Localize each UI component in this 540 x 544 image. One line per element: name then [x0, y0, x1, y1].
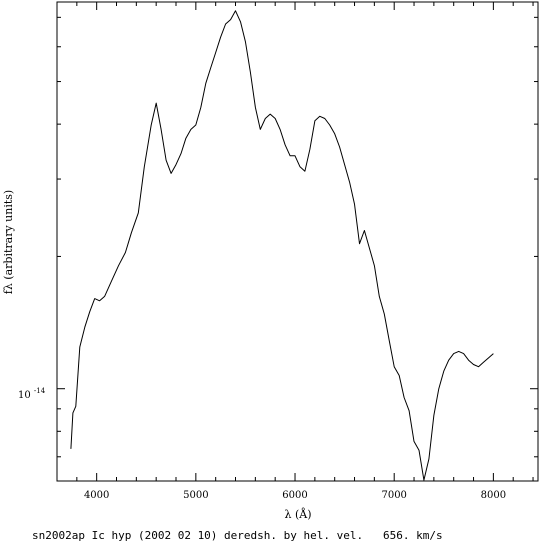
- y-tick-label: 10 -14: [18, 387, 46, 401]
- y-tick-exponent: -14: [34, 387, 46, 395]
- chart-caption: sn2002ap Ic hyp (2002 02 10) deredsh. by…: [32, 529, 443, 542]
- spectrum-series-line: [70, 10, 494, 481]
- y-axis-ticks: [57, 16, 538, 458]
- y-axis-label: fλ (arbitrary units): [2, 190, 15, 294]
- x-tick-label: 5000: [183, 490, 208, 501]
- y-tick-base: 10: [18, 390, 31, 401]
- x-tick-label: 7000: [381, 490, 406, 501]
- x-axis-label: λ (Å): [285, 507, 312, 521]
- x-tick-label: 8000: [481, 490, 506, 501]
- x-axis-ticks: 4000 5000 6000 7000 8000: [56, 2, 534, 501]
- plot-frame: [56, 1, 539, 482]
- x-tick-label: 4000: [84, 490, 109, 501]
- x-tick-label: 6000: [282, 490, 307, 501]
